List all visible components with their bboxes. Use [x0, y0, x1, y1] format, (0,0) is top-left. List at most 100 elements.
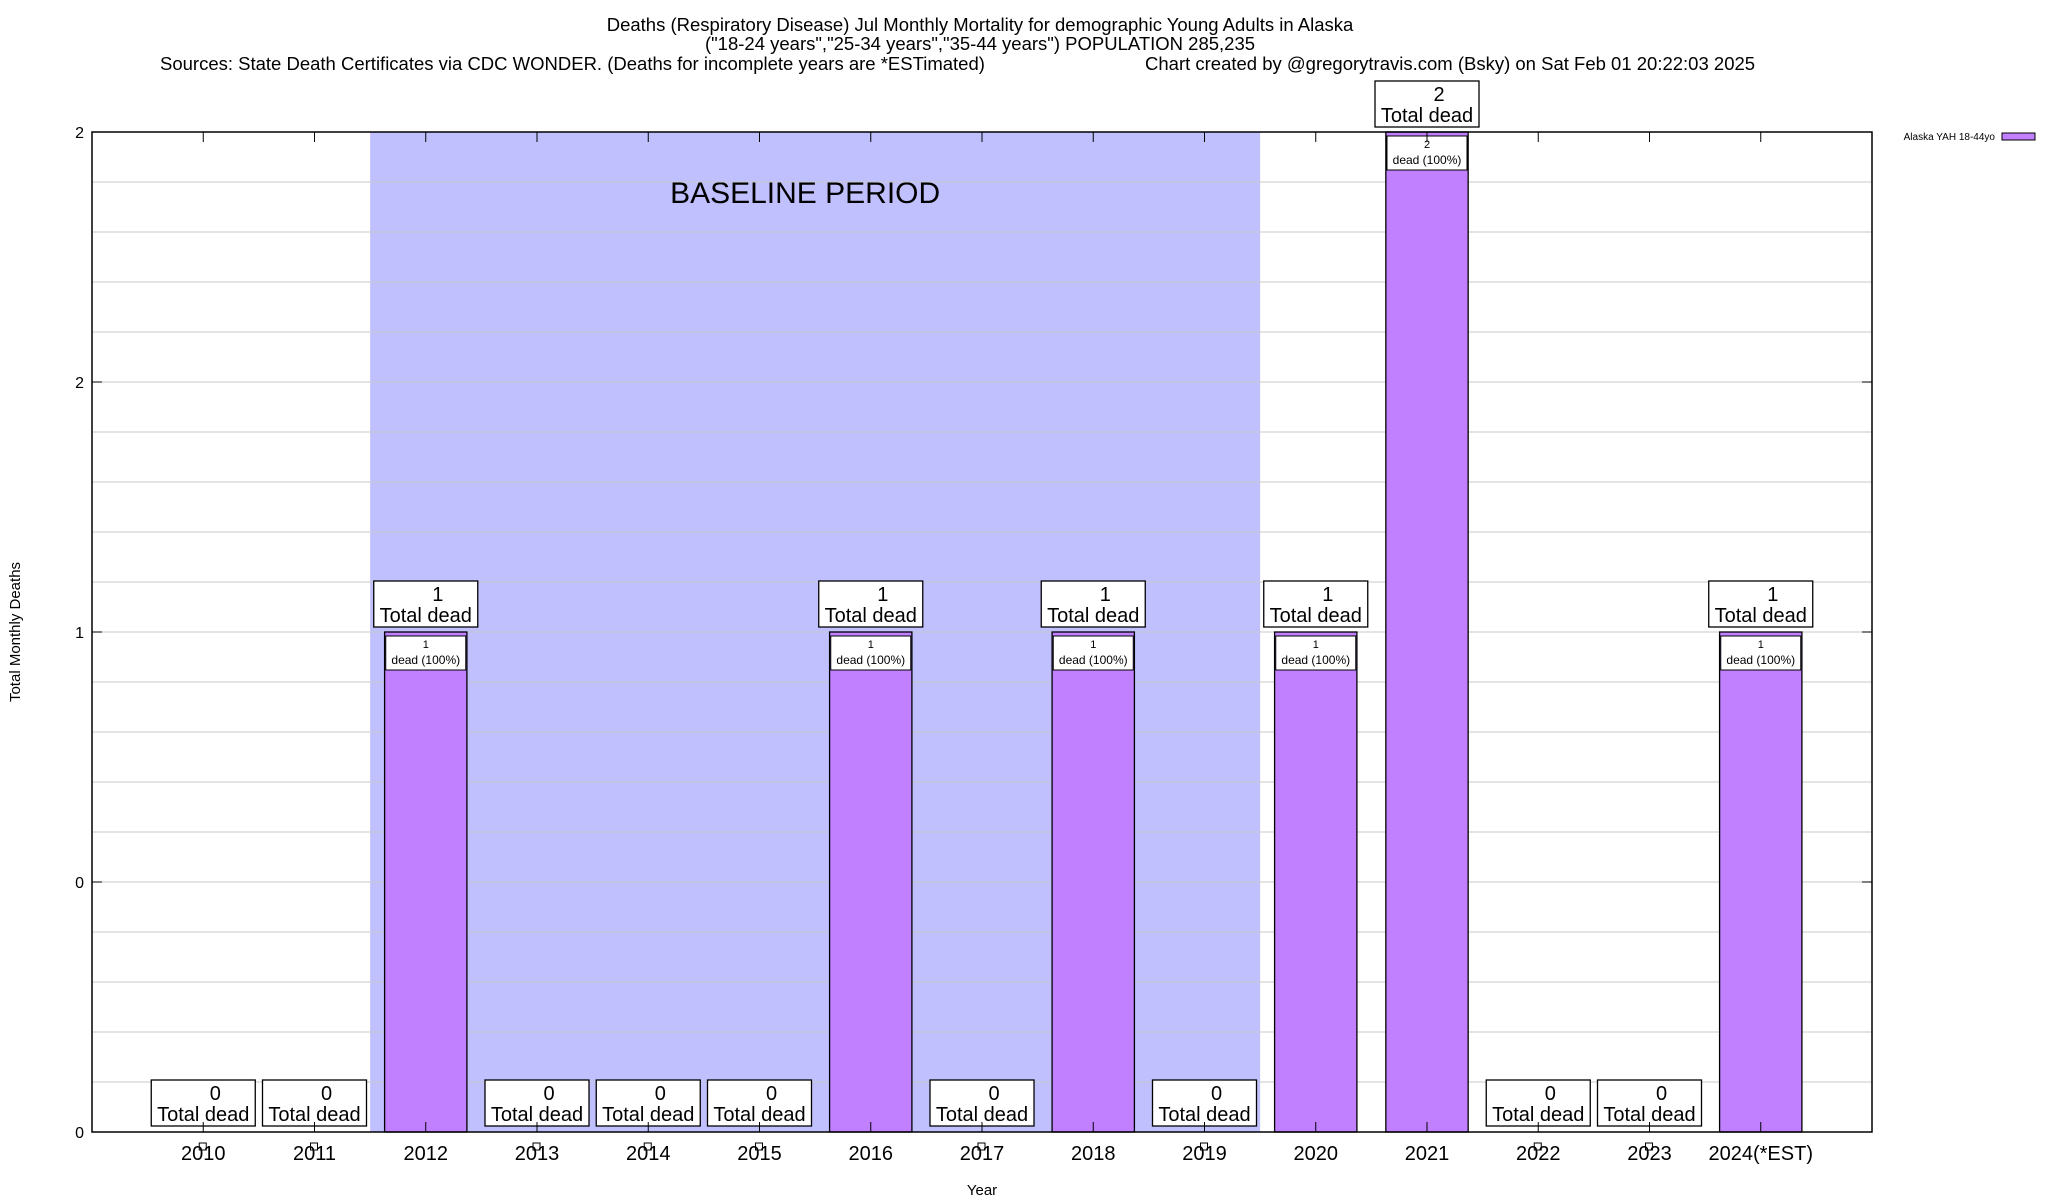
bar-inner-label: dead (100%) [391, 653, 460, 667]
total-value: 0 [1211, 1083, 1222, 1105]
x-tick-label: 2016 [849, 1143, 894, 1165]
x-tick-label: 2018 [1071, 1143, 1116, 1165]
total-label: Total dead [1381, 105, 1473, 127]
total-value: 0 [988, 1083, 999, 1105]
total-label: Total dead [1492, 1104, 1584, 1126]
zero-marker [310, 1142, 318, 1151]
bar-inner-value: 2 [1424, 139, 1430, 151]
zero-marker [532, 1142, 541, 1151]
bar-inner-label-box [1720, 635, 1802, 671]
zero-marker [977, 1142, 986, 1151]
total-label: Total dead [1047, 605, 1139, 627]
chart-credit: Chart created by @gregorytravis.com (Bsk… [1145, 53, 1755, 74]
x-tick-label: 2015 [737, 1143, 782, 1165]
total-value: 1 [1767, 584, 1778, 606]
total-label-box [929, 1079, 1035, 1127]
bar-inner-value: 1 [1090, 639, 1096, 651]
x-tick-label: 2020 [1294, 1143, 1339, 1165]
total-label-box [595, 1079, 701, 1127]
bar-inner-value: 1 [1313, 639, 1319, 651]
chart-title-line-2: ("18-24 years","25-34 years","35-44 year… [705, 33, 1255, 54]
legend-label: Alaska YAH 18-44yo [1904, 132, 1996, 143]
total-label: Total dead [602, 1104, 694, 1126]
bar [1718, 631, 1803, 1133]
total-label: Total dead [1270, 605, 1362, 627]
y-tick-label: 0 [75, 875, 84, 892]
total-value: 0 [766, 1083, 777, 1105]
x-tick-label: 2022 [1516, 1143, 1561, 1165]
total-label-box [1374, 80, 1480, 128]
total-value: 0 [321, 1083, 332, 1105]
total-label: Total dead [491, 1104, 583, 1126]
chart-sources: Sources: State Death Certificates via CD… [160, 53, 985, 74]
total-label: Total dead [1603, 1104, 1695, 1126]
bar-inner-value: 1 [868, 639, 874, 651]
total-label-box [1263, 580, 1369, 628]
x-tick-label: 2010 [181, 1143, 226, 1165]
total-value: 1 [432, 584, 443, 606]
chart-title-line-1: Deaths (Respiratory Disease) Jul Monthly… [607, 14, 1354, 35]
zero-marker [643, 1142, 652, 1151]
bar [1273, 631, 1358, 1133]
total-label: Total dead [380, 605, 472, 627]
total-label: Total dead [713, 1104, 805, 1126]
zero-marker [1533, 1142, 1542, 1151]
bar-inner-label-box [385, 635, 467, 671]
total-value: 0 [543, 1083, 554, 1105]
bar [1385, 131, 1469, 1133]
plot-border [91, 131, 1873, 1133]
total-label: Total dead [268, 1104, 360, 1126]
total-label-box [818, 580, 924, 628]
zero-marker [755, 1142, 763, 1151]
y-tick-label: 2 [75, 125, 84, 142]
total-value: 0 [1656, 1083, 1667, 1105]
total-label-box [1596, 1079, 1703, 1127]
total-label: Total dead [825, 605, 917, 627]
x-tick-label: 2021 [1405, 1143, 1450, 1165]
x-tick-label: 2017 [960, 1143, 1005, 1165]
total-value: 1 [1322, 584, 1333, 606]
y-axis-label: Total Monthly Deaths [7, 562, 24, 702]
total-value: 1 [1100, 584, 1111, 606]
x-tick-label: 2019 [1182, 1143, 1227, 1165]
total-label-box [1040, 580, 1146, 628]
bar-inner-value: 1 [1758, 639, 1764, 651]
bar-inner-label: dead (100%) [1281, 653, 1350, 667]
legend-swatch [2001, 132, 2036, 141]
bar [1051, 631, 1136, 1133]
bar-inner-value: 1 [423, 639, 429, 651]
total-label: Total dead [157, 1104, 249, 1126]
x-tick-label: 2013 [515, 1143, 560, 1165]
total-label-box [1708, 580, 1814, 628]
bar-inner-label: dead (100%) [836, 653, 905, 667]
total-value: 0 [655, 1083, 666, 1105]
total-label: Total dead [936, 1104, 1028, 1126]
bar-inner-label-box [1275, 635, 1357, 671]
total-value: 0 [1545, 1083, 1556, 1105]
x-tick-label: 2023 [1627, 1143, 1672, 1165]
bar-inner-label: dead (100%) [1393, 153, 1462, 167]
x-tick-label: 2012 [404, 1143, 449, 1165]
total-value: 2 [1433, 84, 1444, 106]
total-label: Total dead [1158, 1104, 1250, 1126]
x-axis-label: Year [967, 1182, 997, 1199]
bar-inner-label: dead (100%) [1059, 653, 1128, 667]
x-tick-label: 2014 [626, 1143, 671, 1165]
bar-inner-label-box [830, 635, 912, 671]
x-tick-label: 2011 [293, 1143, 336, 1165]
y-tick-label: 2 [75, 375, 84, 392]
y-tick-label: 1 [75, 625, 84, 642]
total-label: Total dead [1715, 605, 1807, 627]
total-label-box [1485, 1079, 1591, 1127]
bar [828, 631, 913, 1133]
x-tick-label: 2024(*EST) [1709, 1143, 1814, 1165]
total-label-box [373, 580, 479, 628]
total-label-box [150, 1079, 256, 1127]
zero-marker [198, 1142, 207, 1151]
legend: Alaska YAH 18-44yo [1904, 132, 2036, 143]
total-value: 0 [210, 1083, 221, 1105]
zero-marker [1200, 1142, 1208, 1151]
bar-inner-label: dead (100%) [1726, 653, 1795, 667]
bar [383, 631, 468, 1133]
